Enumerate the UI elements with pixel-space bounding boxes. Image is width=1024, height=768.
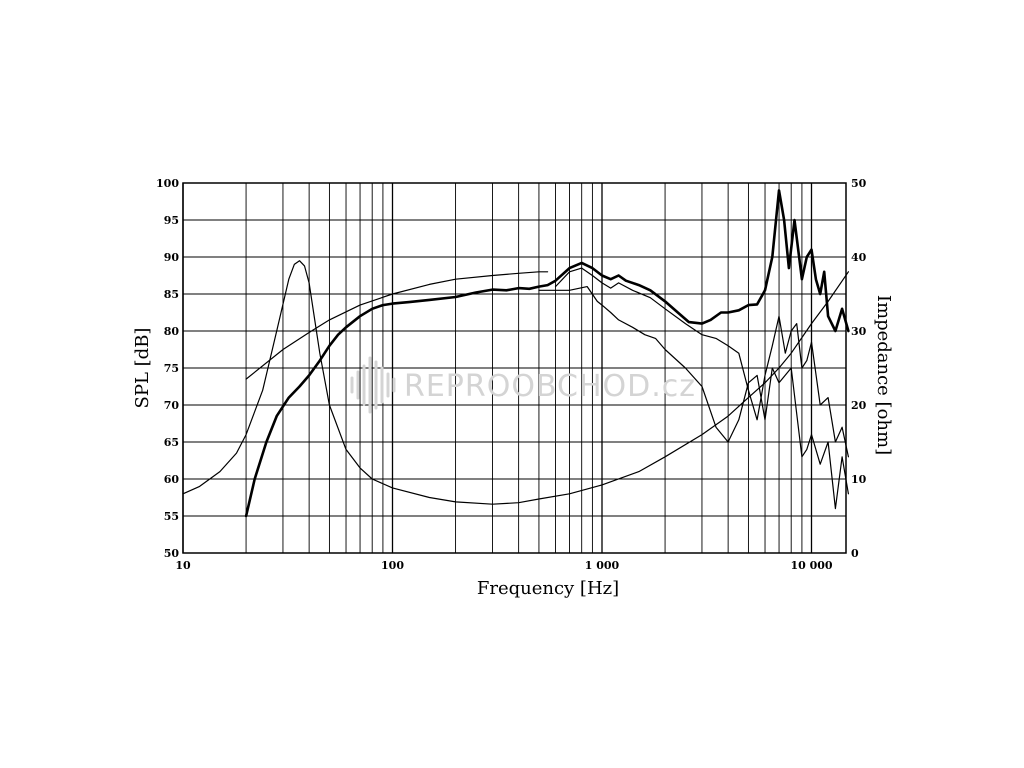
plot-frame <box>182 182 847 554</box>
watermark: REPROOBCHOD.cz <box>350 356 696 414</box>
series-line-1 <box>244 189 850 518</box>
chart-grid <box>182 182 846 554</box>
y-left-tick-label: 60 <box>164 473 180 486</box>
y-right-tick-label: 20 <box>851 399 867 412</box>
x-tick-label: 10 000 <box>790 559 832 572</box>
y-right-tick-labels: 0 10 20 30 40 50 <box>851 177 867 560</box>
x-tick-label: 10 <box>175 559 191 572</box>
sound-wave-logo <box>350 356 396 414</box>
y-left-tick-labels: 50 55 60 65 70 75 80 85 90 95 100 <box>156 177 179 560</box>
y-left-tick-label: 90 <box>164 251 180 264</box>
series-line-3 <box>538 286 849 510</box>
series-line-4 <box>245 271 549 380</box>
y-left-tick-label: 80 <box>164 325 180 338</box>
y-left-tick-label: 100 <box>156 177 179 190</box>
y-left-tick-label: 95 <box>164 214 179 227</box>
x-tick-labels: 10 100 1 000 10 000 <box>175 559 833 572</box>
y-left-tick-label: 55 <box>164 510 179 523</box>
y-axis-right-title: Impedance [ohm] <box>873 295 894 455</box>
y-right-tick-label: 50 <box>851 177 867 190</box>
chart-curves <box>182 189 850 518</box>
x-tick-label: 1 000 <box>585 559 620 572</box>
x-tick-label: 100 <box>381 559 404 572</box>
y-left-tick-label: 65 <box>164 436 179 449</box>
y-left-tick-label: 75 <box>164 362 179 375</box>
y-right-tick-label: 10 <box>851 473 867 486</box>
series-line-5 <box>182 260 849 505</box>
y-right-tick-label: 30 <box>851 325 867 338</box>
y-right-tick-label: 0 <box>851 547 859 560</box>
y-left-tick-label: 85 <box>164 288 179 301</box>
y-axis-left-title: SPL [dB] <box>132 328 153 409</box>
y-left-tick-label: 50 <box>164 547 180 560</box>
x-axis-title: Frequency [Hz] <box>477 578 619 599</box>
series-line-2 <box>554 267 849 458</box>
y-right-tick-label: 40 <box>851 251 867 264</box>
watermark-text: REPROOBCHOD.cz <box>404 369 696 404</box>
y-left-tick-label: 70 <box>164 399 180 412</box>
